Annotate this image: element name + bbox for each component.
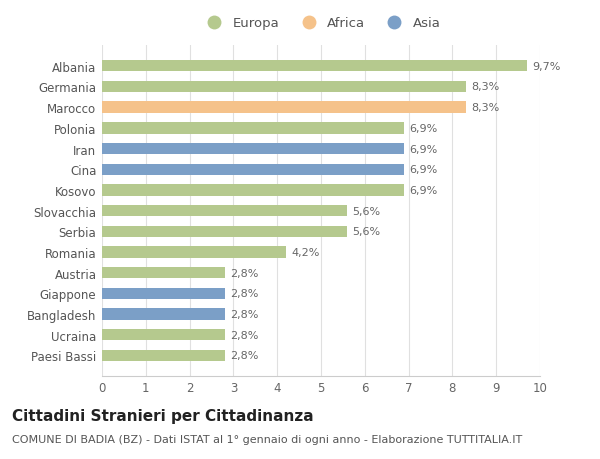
Text: 2,8%: 2,8% <box>230 289 258 299</box>
Text: COMUNE DI BADIA (BZ) - Dati ISTAT al 1° gennaio di ogni anno - Elaborazione TUTT: COMUNE DI BADIA (BZ) - Dati ISTAT al 1° … <box>12 434 522 444</box>
Bar <box>102 309 224 320</box>
Bar <box>102 185 404 196</box>
Text: 8,3%: 8,3% <box>471 82 499 92</box>
Bar <box>102 350 224 361</box>
Bar <box>102 288 224 299</box>
Text: 2,8%: 2,8% <box>230 309 258 319</box>
Text: 5,6%: 5,6% <box>353 227 380 237</box>
Text: 9,7%: 9,7% <box>532 62 560 72</box>
Bar <box>102 206 347 217</box>
Bar <box>102 330 224 341</box>
Bar <box>102 102 466 113</box>
Text: 6,9%: 6,9% <box>409 165 438 175</box>
Bar <box>102 82 466 93</box>
Text: Cittadini Stranieri per Cittadinanza: Cittadini Stranieri per Cittadinanza <box>12 409 314 424</box>
Bar <box>102 268 224 279</box>
Text: 6,9%: 6,9% <box>409 144 438 154</box>
Text: 4,2%: 4,2% <box>291 247 320 257</box>
Bar <box>102 61 527 72</box>
Text: 2,8%: 2,8% <box>230 268 258 278</box>
Text: 5,6%: 5,6% <box>353 206 380 216</box>
Text: 6,9%: 6,9% <box>409 185 438 196</box>
Bar <box>102 144 404 155</box>
Text: 8,3%: 8,3% <box>471 103 499 113</box>
Text: 6,9%: 6,9% <box>409 123 438 134</box>
Bar <box>102 226 347 237</box>
Text: 2,8%: 2,8% <box>230 330 258 340</box>
Text: 2,8%: 2,8% <box>230 351 258 361</box>
Bar <box>102 164 404 175</box>
Bar <box>102 123 404 134</box>
Legend: Europa, Africa, Asia: Europa, Africa, Asia <box>199 15 443 33</box>
Bar <box>102 247 286 258</box>
